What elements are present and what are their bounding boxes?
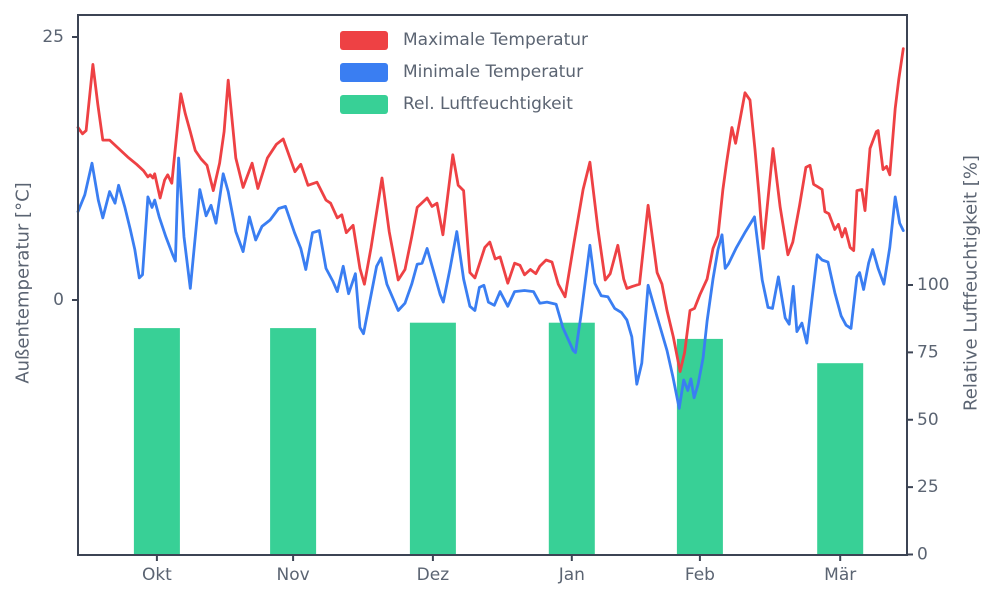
legend-item-min-temp: Minimale Temperatur <box>340 62 588 82</box>
y-left-tick-label: 25 <box>42 27 64 47</box>
humidity-bar-jan <box>548 322 595 555</box>
x-tick-label: Mär <box>824 565 856 585</box>
humidity-bar-mär <box>817 363 864 555</box>
y-right-axis-title: Relative Luftfeuchtigkeit [%] <box>960 155 982 411</box>
min-temp-line <box>76 156 905 410</box>
y-left-axis-title: Außentemperatur [°C] <box>12 182 34 384</box>
humidity-bar-dez <box>409 322 456 555</box>
x-tick-label: Nov <box>277 565 310 585</box>
y-right-tick-label: 50 <box>917 410 939 430</box>
x-tick-label: Feb <box>685 565 715 585</box>
x-tick-label: Jan <box>558 565 585 585</box>
x-tick-label: Dez <box>417 565 450 585</box>
y-right-tick-label: 75 <box>917 342 939 362</box>
legend-label-humidity: Rel. Luftfeuchtigkeit <box>403 94 573 114</box>
legend-swatch-max-temp <box>340 30 388 50</box>
legend-item-humidity: Rel. Luftfeuchtigkeit <box>340 94 588 114</box>
humidity-bar-nov <box>270 328 317 555</box>
legend-label-max-temp: Maximale Temperatur <box>403 30 589 50</box>
legend-swatch-min-temp <box>340 62 388 82</box>
humidity-bar-okt <box>133 328 180 555</box>
y-right-tick-label: 100 <box>917 275 949 295</box>
legend-swatch-humidity <box>340 94 388 114</box>
y-right-tick-label: 0 <box>917 545 928 565</box>
max-temp-line <box>76 47 905 373</box>
y-left-tick-label: 0 <box>53 290 64 310</box>
legend-item-max-temp: Maximale Temperatur <box>340 30 588 50</box>
legend: Maximale Temperatur Minimale Temperatur … <box>340 30 588 114</box>
x-tick-label: Okt <box>142 565 172 585</box>
y-right-tick-label: 25 <box>917 477 939 497</box>
legend-label-min-temp: Minimale Temperatur <box>403 62 584 82</box>
